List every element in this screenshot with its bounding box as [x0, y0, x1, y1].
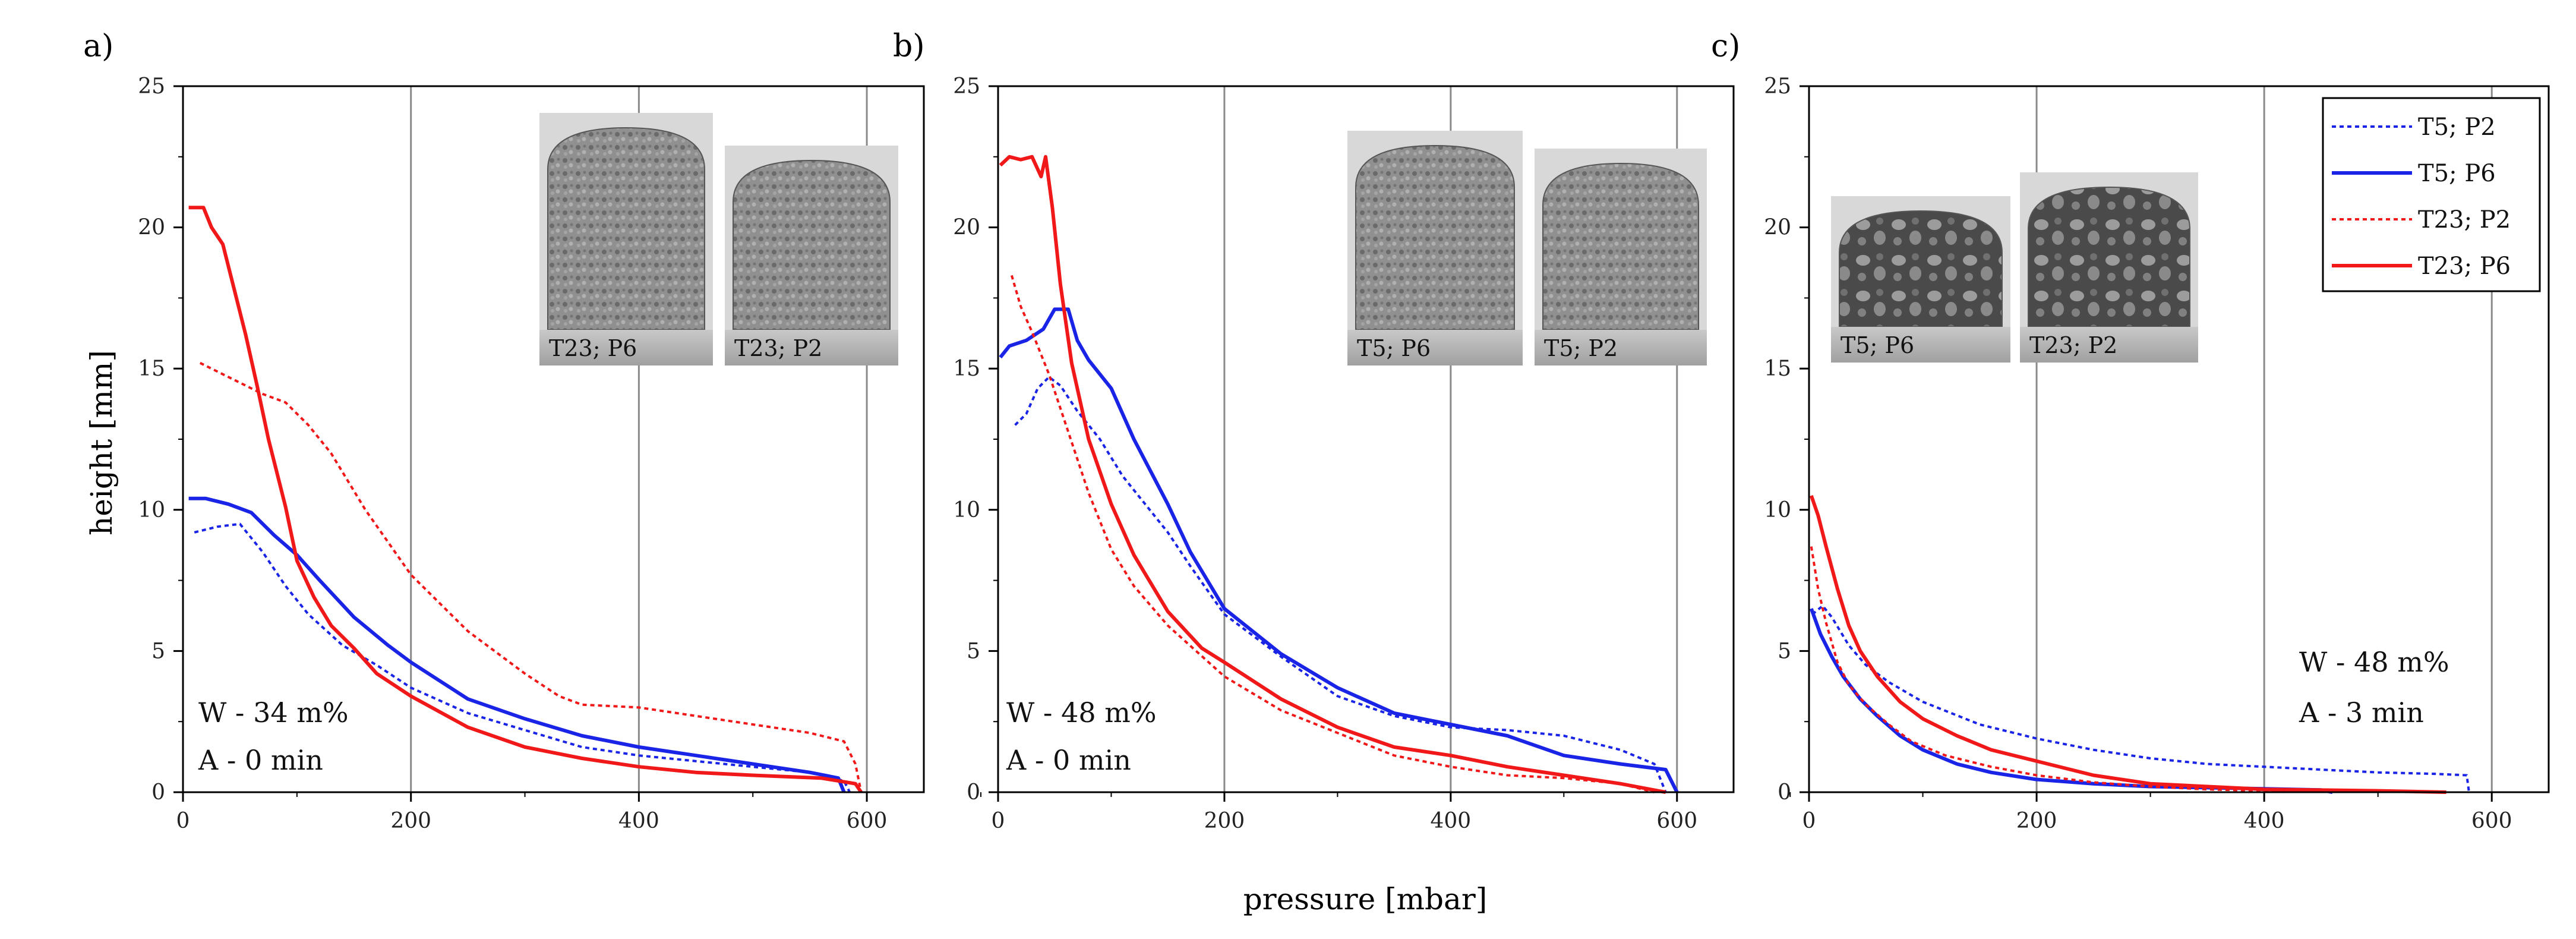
inset-label: T23; P2 — [2029, 332, 2117, 358]
y-tick-label: 20 — [1764, 216, 1791, 240]
series-line-t23-p6 — [1809, 495, 2446, 794]
series-line-t5-p2 — [1014, 376, 1667, 793]
annotation: A - 0 min — [198, 744, 323, 776]
inset-label-band — [725, 330, 898, 365]
foam-body — [547, 127, 705, 330]
series-line-t23-p2 — [199, 361, 863, 793]
legend: T5; P2 T5; P6 T23; P2 T23; P6 — [2322, 97, 2541, 292]
annotation: W - 48 m% — [2299, 646, 2449, 678]
panel-letter: a) — [83, 29, 113, 64]
y-tick-label: 10 — [953, 498, 980, 522]
inset-images: T5; P6 T23; P2 — [1831, 172, 2198, 363]
x-tick-label: 600 — [1656, 809, 1697, 833]
inset-label: T5; P6 — [1841, 332, 1914, 358]
series-group — [188, 206, 863, 793]
series-line-t23-p2 — [1010, 275, 1655, 793]
inset-image: T5; P2 — [1535, 149, 1707, 365]
legend-label: T23; P2 — [2418, 206, 2511, 234]
x-tick-label: 400 — [618, 809, 659, 833]
series-line-t23-p2 — [1810, 546, 2287, 793]
foam-body — [1542, 162, 1699, 330]
y-tick-label: 20 — [953, 216, 980, 240]
panel-letter: b) — [893, 29, 925, 64]
y-tick-label: 25 — [1764, 74, 1791, 99]
inset-label-band — [1535, 330, 1707, 365]
inset-label: T5; P6 — [1357, 335, 1431, 361]
inset-image: T23; P6 — [539, 113, 713, 365]
inset-label: T5; P2 — [1544, 335, 1618, 361]
y-tick-label: 5 — [151, 639, 165, 663]
x-tick-label: 0 — [1802, 809, 1816, 833]
legend-label: T23; P6 — [2418, 253, 2511, 280]
annotation: A - 0 min — [1006, 744, 1131, 776]
y-tick-label: 25 — [953, 74, 980, 99]
x-tick-label: 0 — [992, 809, 1005, 833]
y-tick-label: 25 — [138, 74, 165, 99]
inset-image: T5; P6 — [1831, 196, 2010, 363]
y-tick-label: 5 — [967, 639, 980, 663]
inset-images: T23; P6 T23; P2 — [539, 113, 898, 365]
y-tick-label: 20 — [138, 216, 165, 240]
inset-images: T5; P6 T5; P2 — [1347, 131, 1707, 365]
series-group — [999, 155, 1679, 794]
inset-label-band — [1831, 327, 2010, 363]
inset-label: T23; P6 — [549, 335, 637, 361]
y-tick-label: 15 — [953, 357, 980, 381]
x-tick-label: 200 — [1204, 809, 1245, 833]
y-tick-label: 10 — [1764, 498, 1791, 522]
inset-label-band — [2020, 327, 2198, 363]
y-axis-title: height [mm] — [84, 350, 119, 535]
inset-label: T23; P2 — [734, 335, 822, 361]
y-tick-label: 0 — [1778, 780, 1791, 805]
annotation: A - 3 min — [2299, 697, 2424, 729]
inset-image: T5; P6 — [1347, 131, 1523, 365]
foam-body — [1839, 210, 2003, 327]
inset-label-band — [539, 330, 713, 365]
x-tick-label: 200 — [390, 809, 431, 833]
inset-image: T23; P2 — [725, 146, 898, 365]
inset-image: T23; P2 — [2020, 172, 2198, 363]
foam-body — [733, 159, 891, 330]
series-line-t5-p2 — [194, 522, 851, 793]
y-tick-label: 5 — [1778, 639, 1791, 663]
panel-c: c) T5; P6 T23; P2 0 5 10 15 20 25 0 200 400 600 W - 4… — [1711, 29, 2550, 833]
foam-body — [1355, 144, 1515, 330]
legend-label: T5; P2 — [2418, 114, 2496, 141]
series-line-t5-p6 — [999, 307, 1679, 793]
annotation: W - 34 m% — [198, 697, 349, 729]
x-tick-label: 200 — [2016, 809, 2057, 833]
x-tick-label: 600 — [847, 809, 888, 833]
legend-box — [2322, 97, 2541, 292]
y-tick-label: 15 — [1764, 357, 1791, 381]
legend-label: T5; P6 — [2418, 160, 2496, 187]
series-line-t5-p2 — [1811, 604, 2470, 793]
x-tick-label: 600 — [2471, 809, 2512, 833]
y-tick-label: 0 — [151, 780, 165, 805]
series-group — [1809, 495, 2470, 794]
y-tick-label: 0 — [967, 780, 980, 805]
series-line-t5-p6 — [188, 496, 846, 793]
x-axis-title: pressure [mbar] — [1243, 882, 1488, 916]
series-line-t5-p6 — [1809, 608, 2333, 794]
inset-label-band — [1347, 330, 1523, 365]
panel-letter: c) — [1711, 29, 1740, 64]
series-line-t23-p6 — [188, 206, 863, 793]
foam-body — [2028, 186, 2190, 327]
x-tick-label: 400 — [2244, 809, 2285, 833]
annotation: W - 48 m% — [1006, 697, 1157, 729]
series-line-t23-p6 — [999, 155, 1666, 794]
y-tick-label: 15 — [138, 357, 165, 381]
x-tick-label: 0 — [176, 809, 190, 833]
x-tick-label: 400 — [1430, 809, 1471, 833]
y-tick-label: 10 — [138, 498, 165, 522]
